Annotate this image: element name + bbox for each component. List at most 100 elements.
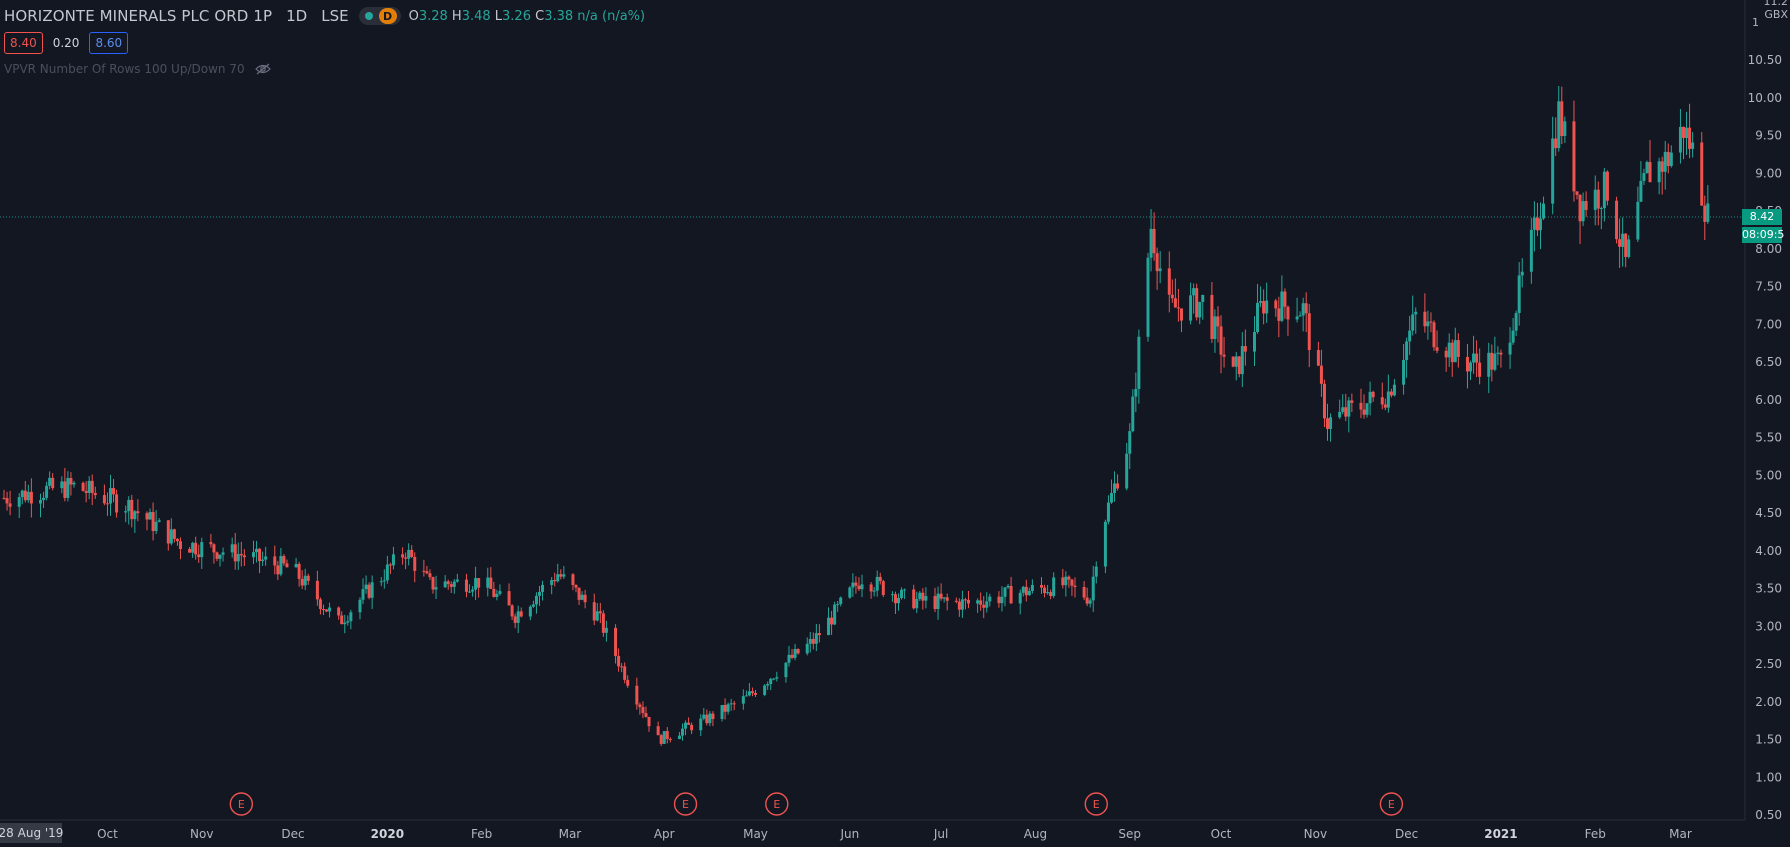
candle-body <box>285 563 289 568</box>
hidden-eye-icon[interactable] <box>254 63 271 75</box>
candle-body <box>699 718 703 731</box>
candle-body <box>741 696 745 704</box>
candle-body <box>364 584 368 590</box>
candle-body <box>1554 138 1558 149</box>
candle-body <box>571 574 575 585</box>
candle-body <box>1195 288 1199 318</box>
symbol-name[interactable]: HORIZONTE MINERALS PLC ORD 1P <box>4 7 273 25</box>
candle-body <box>939 593 943 599</box>
bid-price[interactable]: 8.40 <box>4 32 43 54</box>
candle-body <box>401 554 405 558</box>
time-axis[interactable]: 28 Aug '19 Oct Nov Dec 2020 Feb Mar Apr May Jun Ju… <box>0 819 1745 843</box>
candle-body <box>434 587 438 590</box>
candle-body <box>1003 587 1007 597</box>
candle-body <box>1669 152 1673 167</box>
candle-body <box>337 607 341 616</box>
market-status-pill[interactable]: D <box>358 7 401 25</box>
candle-body <box>1179 308 1183 321</box>
price-tick-label: 7.00 <box>1755 317 1782 331</box>
candle-body <box>1176 307 1180 309</box>
candle-body <box>413 556 417 571</box>
candle-body <box>1563 121 1567 136</box>
candle-body <box>1198 301 1202 318</box>
candle-body <box>528 606 532 617</box>
candle-body <box>550 580 554 585</box>
candle-body <box>233 544 237 562</box>
candle-body <box>1243 346 1247 352</box>
bar-countdown: 08:09:5 <box>1742 227 1785 244</box>
candle-body <box>827 617 831 636</box>
candle-body <box>29 491 33 504</box>
earnings-event-marker <box>1379 792 1404 816</box>
candle-body <box>425 571 429 574</box>
earnings-event-marker <box>1084 792 1108 816</box>
candle-body <box>766 683 770 686</box>
candle-body <box>115 494 119 513</box>
candle-body <box>665 731 669 739</box>
candle-body <box>303 575 307 586</box>
candle-body <box>890 594 894 596</box>
candle-body <box>1605 171 1609 201</box>
candle-body <box>218 554 222 559</box>
candle-body <box>1234 356 1238 367</box>
candle-body <box>239 553 243 556</box>
close-label: C <box>535 8 545 24</box>
candle-body <box>1304 303 1308 314</box>
candle-body <box>1596 189 1600 209</box>
candle-body <box>915 598 919 609</box>
candle-body <box>1450 342 1454 363</box>
candle-body <box>1599 207 1603 209</box>
candle-body <box>1109 492 1113 503</box>
price-tick-label-partial: 11.2 <box>1764 0 1789 8</box>
candle-body <box>388 564 392 566</box>
interval[interactable]: 1D <box>286 7 308 25</box>
candle-body <box>1021 586 1025 593</box>
candle-body <box>1426 321 1430 327</box>
candle-body <box>626 679 630 686</box>
candle-body <box>72 482 76 485</box>
candle-body <box>1201 295 1205 302</box>
candle-body <box>81 482 85 491</box>
candle-body <box>963 599 967 601</box>
price-tick-label: 9.50 <box>1755 129 1782 143</box>
candle-body <box>1703 205 1707 222</box>
candle-body <box>510 605 514 617</box>
candle-body <box>1636 201 1640 240</box>
time-tick-label: Feb <box>1585 827 1606 841</box>
candle-body <box>1511 330 1515 343</box>
price-tick-label: 5.50 <box>1755 431 1782 445</box>
candle-body <box>325 609 329 612</box>
candle-body <box>90 480 94 493</box>
candle-body <box>1362 409 1366 415</box>
candle-body <box>641 707 645 714</box>
candle-body <box>300 578 304 586</box>
candle-body <box>1009 585 1013 604</box>
candle-body <box>577 587 581 600</box>
ask-price[interactable]: 8.60 <box>89 32 129 54</box>
candle-body <box>1453 340 1457 363</box>
candle-body <box>1192 288 1196 296</box>
candle-body <box>358 599 362 613</box>
candle-body <box>614 627 618 656</box>
price-axis[interactable]: 0.50 1.00 1.50 2.00 2.50 3.00 3.50 4.00 4.50 5.00… <box>1744 0 1789 822</box>
candle-body <box>407 549 411 559</box>
candle-body <box>687 722 691 725</box>
time-tick-label: Oct <box>97 827 118 841</box>
candle-body <box>1338 411 1342 418</box>
price-tick-label: 1.00 <box>1755 770 1782 784</box>
candle-body <box>1557 101 1561 149</box>
candle-body <box>960 599 964 610</box>
candle-body <box>747 691 751 696</box>
candle-body <box>261 559 265 562</box>
price-tick-label: 6.50 <box>1755 355 1782 369</box>
low-label: L <box>494 8 503 24</box>
candle-body <box>1216 316 1220 327</box>
candle-body <box>1469 362 1473 372</box>
candle-body <box>903 589 907 591</box>
candle-body <box>48 477 52 486</box>
candle-body <box>1073 585 1077 587</box>
earnings-event-label: E <box>773 798 780 811</box>
indicator-legend[interactable]: VPVR Number Of Rows 100 Up/Down 70 <box>4 62 271 76</box>
